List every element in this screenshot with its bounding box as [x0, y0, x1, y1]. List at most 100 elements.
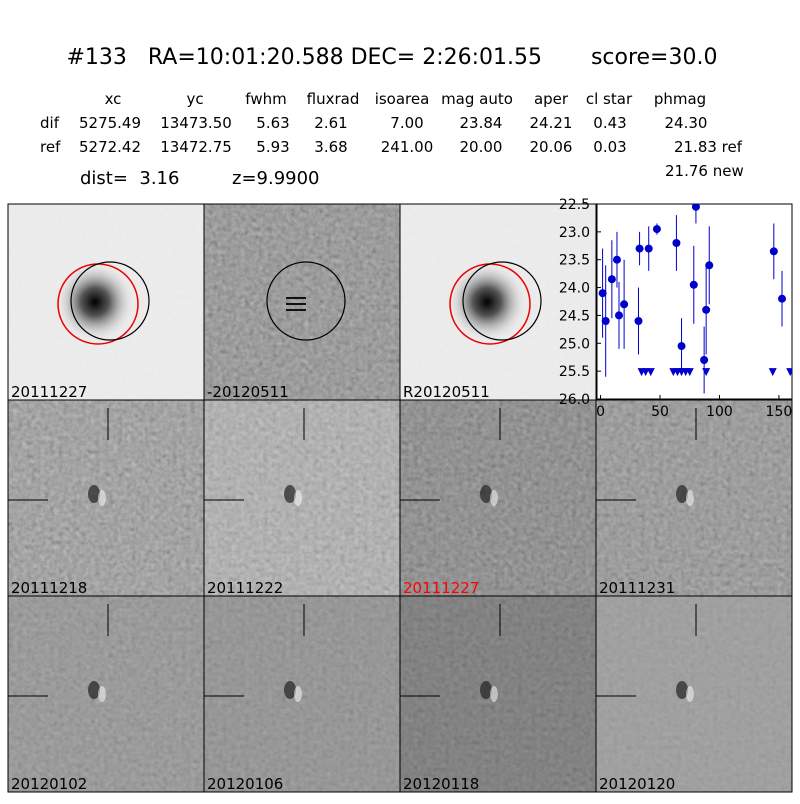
point [598, 289, 607, 298]
column-header: cl star [586, 90, 633, 108]
point [612, 255, 621, 264]
table-cell: 241.00 [381, 138, 434, 156]
column-header: aper [534, 90, 569, 108]
column-header: yc [186, 90, 203, 108]
residual [286, 297, 306, 311]
y-tick-label: 23.5 [559, 253, 590, 269]
point [691, 204, 700, 211]
upper-limit [702, 368, 711, 377]
panel-label: 20111227 [11, 383, 87, 401]
source-dip [676, 485, 688, 503]
table-cell: 24.30 [665, 114, 708, 132]
point [700, 356, 709, 364]
point [635, 244, 644, 253]
source-dip [284, 485, 296, 503]
column-header: phmag [654, 90, 706, 108]
point [620, 300, 629, 309]
point [614, 311, 623, 320]
x-tick-label: 150 [766, 404, 793, 420]
aperture [266, 261, 346, 341]
column-header: xc [105, 90, 122, 108]
dist: dist= 3.16 [80, 168, 179, 189]
aperture [70, 261, 150, 341]
point [677, 342, 686, 351]
source-dip [480, 681, 492, 699]
table-cell: 5275.49 [79, 114, 141, 132]
source-dip [284, 681, 296, 699]
source-blob [447, 262, 527, 342]
y-tick-label: 25.0 [559, 336, 590, 352]
table-cell: 5.63 [256, 114, 289, 132]
point [634, 317, 643, 325]
panel-label: 20120118 [403, 775, 479, 793]
table-cell: 2.61 [314, 114, 347, 132]
source-peak [686, 490, 694, 506]
x-tick-label: 100 [706, 404, 733, 420]
table-cell: 20.06 [530, 138, 573, 156]
y-tick-label: 24.5 [559, 308, 590, 324]
table-cell: 7.00 [390, 114, 423, 132]
point [702, 305, 711, 314]
source-peak [294, 686, 302, 702]
x-tick-label: 0 [596, 404, 605, 420]
source-peak [686, 686, 694, 702]
source-peak [98, 490, 106, 506]
panel-label: R20120511 [403, 383, 490, 401]
column-header: fluxrad [307, 90, 360, 108]
source-peak [490, 686, 498, 702]
y-tick-label: 26.0 [559, 392, 590, 408]
point [644, 244, 653, 253]
column-header: isoarea [375, 90, 430, 108]
y-tick-label: 24.0 [559, 281, 590, 297]
table-cell: 3.68 [314, 138, 347, 156]
source-dip [480, 485, 492, 503]
panel-label: 20111222 [207, 579, 283, 597]
table-cell: ref [40, 138, 61, 156]
table-cell: 20.00 [460, 138, 503, 156]
panel-label: -20120511 [207, 383, 289, 401]
point [778, 294, 787, 303]
upper-limit [685, 368, 694, 377]
y-tick-label: 22.5 [559, 197, 590, 213]
table-cell: 24.21 [530, 114, 573, 132]
source-peak [98, 686, 106, 702]
x-tick-label: 50 [651, 404, 669, 420]
table-cell: dif [40, 114, 60, 132]
image-noise [204, 204, 400, 400]
source-dip [676, 681, 688, 699]
panel-label: 20120102 [11, 775, 87, 793]
upper-limit [768, 368, 777, 377]
panel-label: 20111227 [403, 579, 479, 597]
table-cell: 21.83 ref [674, 138, 743, 156]
z: z=9.9900 [232, 168, 320, 189]
point [601, 317, 610, 325]
table-cell: 0.03 [593, 138, 626, 156]
y-tick-label: 23.0 [559, 225, 590, 241]
column-header: mag auto [441, 90, 513, 108]
table-cell: 13473.50 [160, 114, 232, 132]
source-dip [88, 485, 100, 503]
panel-label: 20111218 [11, 579, 87, 597]
title: #133 RA=10:01:20.588 DEC= 2:26:01.55 sco… [67, 45, 718, 70]
point [705, 261, 714, 270]
plot-marks [598, 204, 792, 394]
table-cell: 5.93 [256, 138, 289, 156]
plot-background [596, 203, 793, 400]
upper-limit [641, 368, 650, 377]
panel-label: 20120106 [207, 775, 283, 793]
table-cell: 5272.42 [79, 138, 141, 156]
point [607, 275, 616, 284]
point [769, 247, 778, 256]
upper-limit [646, 368, 655, 377]
point [652, 225, 661, 234]
upper-limit [786, 368, 792, 377]
panel-frame [595, 595, 793, 793]
point [689, 280, 698, 289]
aperture [462, 261, 542, 341]
point [672, 239, 681, 247]
table-cell: 0.43 [593, 114, 626, 132]
source-peak [490, 490, 498, 506]
source-blob [55, 262, 135, 342]
column-header: fwhm [245, 90, 286, 108]
